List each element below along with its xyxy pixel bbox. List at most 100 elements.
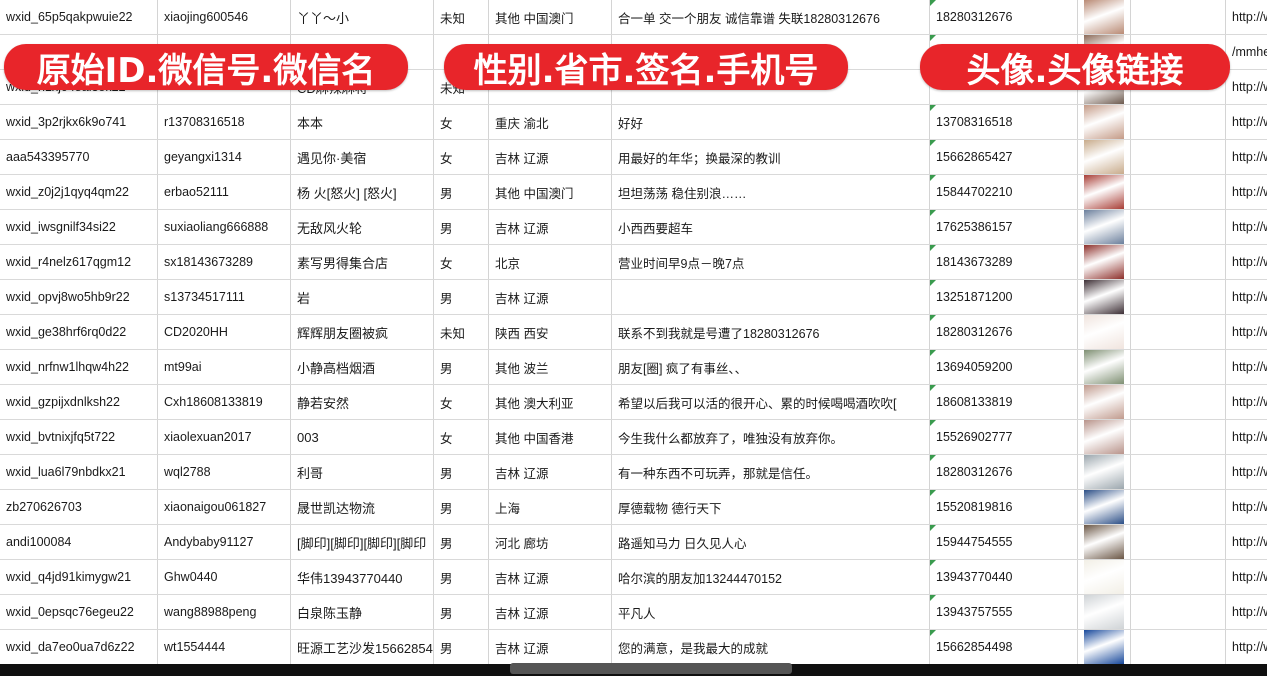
cell-spacer[interactable] [1130,104,1226,140]
table-row[interactable]: wxid_3p2rjkx6k9o741 r13708316518 本本女重庆 渝北好… [0,104,1267,140]
cell-avatar[interactable] [1077,629,1131,665]
cell-sex[interactable]: 男 [433,629,489,665]
cell-region[interactable]: 其他 中国澳门 [488,174,612,210]
cell-wxid[interactable]: wxid_bvtnixjfq5t722 [0,419,158,455]
cell-account[interactable]: erbao52111 [157,174,291,210]
cell-avatar-url[interactable]: http://wx.qlogo.cn/mmhead [1225,139,1267,175]
table-row[interactable]: wxid_iwsgnilf34si22 suxiaoliang666888 无敌风火… [0,209,1267,245]
cell-avatar[interactable] [1077,559,1131,595]
table-row[interactable]: wxid_ge38hrf6rq0d22 CD2020HH 辉辉朋友圈被疯 未知 陕西 西… [0,314,1267,350]
table-row[interactable]: wxid_q4jd91kimygw21 Ghw0440 华伟13943770440 男… [0,559,1267,595]
cell-phone[interactable]: 15520819816 [929,489,1078,525]
cell-signature[interactable]: 好好 [611,104,930,140]
cell-avatar[interactable] [1077,454,1131,490]
cell-spacer[interactable] [1130,0,1226,35]
cell-avatar[interactable] [1077,594,1131,630]
cell-account[interactable]: Andybaby91127 [157,524,291,560]
cell-avatar[interactable] [1077,279,1131,315]
cell-avatar[interactable] [1077,104,1131,140]
cell-sex[interactable]: 女 [433,244,489,280]
cell-account[interactable]: xiaolexuan2017 [157,419,291,455]
table-row[interactable]: wxid_r4nelz617qgm12 sx18143673289 素写男得集合店女… [0,244,1267,280]
table-row[interactable]: wxid_0epsqc76egeu22 wang88988peng 白泉陈玉静男吉林… [0,594,1267,630]
cell-phone[interactable]: 15662865427 [929,139,1078,175]
table-row[interactable]: aaa543395770 geyangxi1314 遇见你·美宿女吉林 辽源 用最好的… [0,139,1267,175]
cell-account[interactable]: suxiaoliang666888 [157,209,291,245]
cell-phone[interactable]: 18280312676 [929,0,1078,35]
cell-spacer[interactable] [1130,594,1226,630]
cell-region[interactable]: 吉林 辽源 [488,559,612,595]
cell-wxid[interactable]: wxid_gzpijxdnlksh22 [0,384,158,420]
table-row[interactable]: wxid_lua6l79nbdkx21 wql2788 利哥男吉林 辽源 有一种东西不… [0,454,1267,490]
cell-account[interactable]: wql2788 [157,454,291,490]
cell-region[interactable]: 吉林 辽源 [488,139,612,175]
cell-wxid[interactable]: wxid_0epsqc76egeu22 [0,594,158,630]
cell-wxid[interactable]: wxid_z0j2j1qyq4qm22 [0,174,158,210]
cell-wxid[interactable]: wxid_lua6l79nbdkx21 [0,454,158,490]
cell-nickname[interactable]: 静若安然 [290,384,434,420]
cell-signature[interactable]: 小西西要超车 [611,209,930,245]
cell-nickname[interactable]: 素写男得集合店 [290,244,434,280]
cell-avatar[interactable] [1077,209,1131,245]
cell-region[interactable]: 吉林 辽源 [488,594,612,630]
cell-avatar-url[interactable]: http://wx.qlogo.cn/mmhead [1225,629,1267,665]
table-row[interactable]: zb270626703 xiaonaigou061827 晟世凯达物流男上海 厚德载物… [0,489,1267,525]
cell-phone[interactable]: 13251871200 [929,279,1078,315]
cell-wxid[interactable]: andi100084 [0,524,158,560]
cell-wxid[interactable]: aaa543395770 [0,139,158,175]
cell-account[interactable]: r13708316518 [157,104,291,140]
cell-region[interactable]: 其他 中国澳门 [488,0,612,35]
cell-nickname[interactable]: 丫丫～小 [290,0,434,35]
table-row[interactable]: wxid_65p5qakpwuie22 xiaojing600546 丫丫～小 未知其… [0,0,1267,35]
cell-signature[interactable]: 厚德载物 德行天下 [611,489,930,525]
cell-phone[interactable]: 13708316518 [929,104,1078,140]
cell-avatar-url[interactable]: http://wx.qlogo.cn/mmhead [1225,104,1267,140]
cell-signature[interactable] [611,279,930,315]
cell-phone[interactable]: 18280312676 [929,454,1078,490]
cell-phone[interactable]: 18143673289 [929,244,1078,280]
cell-spacer[interactable] [1130,314,1226,350]
cell-signature[interactable]: 哈尔滨的朋友加13244470152 [611,559,930,595]
cell-sex[interactable]: 男 [433,489,489,525]
cell-sex[interactable]: 男 [433,349,489,385]
cell-avatar-url[interactable]: http://wx.qlogo.cn/mmhead [1225,244,1267,280]
table-row[interactable]: wxid_gzpijxdnlksh22 Cxh18608133819 静若安然女其他… [0,384,1267,420]
cell-region[interactable]: 吉林 辽源 [488,454,612,490]
cell-avatar-url[interactable]: http://wx.qlogo.cn/mmhead [1225,384,1267,420]
cell-region[interactable]: 吉林 辽源 [488,279,612,315]
cell-account[interactable]: wt1554444 [157,629,291,665]
table-row[interactable]: wxid_nrfnw1lhqw4h22 mt99ai 小静高档烟酒男其他 波兰 朋友[… [0,349,1267,385]
cell-sex[interactable]: 未知 [433,314,489,350]
cell-sex[interactable]: 男 [433,279,489,315]
cell-nickname[interactable]: 岩 [290,279,434,315]
cell-region[interactable]: 其他 澳大利亚 [488,384,612,420]
cell-avatar-url[interactable]: http://wx.qlogo.cn/mmhead [1225,489,1267,525]
cell-nickname[interactable]: [脚印][脚印][脚印][脚印 [290,524,434,560]
cell-wxid[interactable]: wxid_r4nelz617qgm12 [0,244,158,280]
cell-sex[interactable]: 女 [433,384,489,420]
cell-avatar-url[interactable]: http://wx.qlogo.cn/mmhead [1225,279,1267,315]
cell-signature[interactable]: 平凡人 [611,594,930,630]
cell-sex[interactable]: 女 [433,419,489,455]
cell-phone[interactable]: 17625386157 [929,209,1078,245]
cell-region[interactable]: 上海 [488,489,612,525]
cell-avatar-url[interactable]: http://wx.qlogo.cn/mmhead [1225,419,1267,455]
cell-account[interactable]: Cxh18608133819 [157,384,291,420]
table-row[interactable]: wxid_da7eo0ua7d6z22 wt1554444 旺源工艺沙发156628… [0,629,1267,665]
cell-phone[interactable]: 18608133819 [929,384,1078,420]
cell-region[interactable]: 其他 中国香港 [488,419,612,455]
cell-avatar[interactable] [1077,419,1131,455]
cell-sex[interactable]: 男 [433,209,489,245]
cell-sex[interactable]: 男 [433,524,489,560]
cell-sex[interactable]: 未知 [433,0,489,35]
cell-phone[interactable]: 18280312676 [929,314,1078,350]
cell-nickname[interactable]: 杨 火[怒火] [怒火] [290,174,434,210]
cell-spacer[interactable] [1130,349,1226,385]
cell-region[interactable]: 吉林 辽源 [488,629,612,665]
cell-avatar-url[interactable]: http://wx.qlogo.cn/mmhead [1225,594,1267,630]
cell-sex[interactable]: 女 [433,104,489,140]
cell-phone[interactable]: 15662854498 [929,629,1078,665]
cell-wxid[interactable]: wxid_ge38hrf6rq0d22 [0,314,158,350]
cell-spacer[interactable] [1130,489,1226,525]
cell-account[interactable]: CD2020HH [157,314,291,350]
